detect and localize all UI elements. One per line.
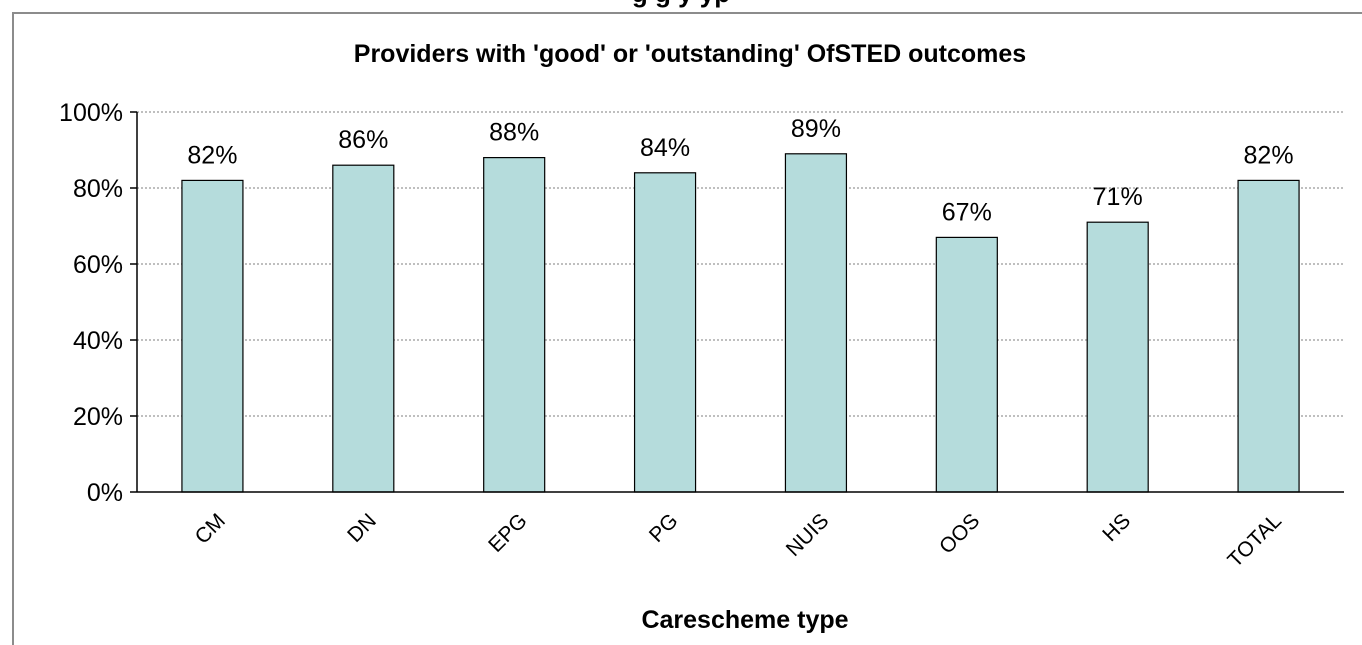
x-axis-title: Carescheme type xyxy=(641,606,848,634)
data-label-cm: 82% xyxy=(187,141,237,169)
y-tick-label: 0% xyxy=(87,479,123,507)
bar-oos xyxy=(935,236,998,493)
x-tick-label-cm: CM xyxy=(191,509,230,548)
x-tick-label-nuis: NUIS xyxy=(782,509,834,561)
bar-pg xyxy=(633,172,697,493)
x-tick-label-total: TOTAL xyxy=(1223,509,1286,572)
y-tick-label: 100% xyxy=(59,99,123,127)
x-tick-label-epg: EPG xyxy=(484,509,532,557)
y-tick-label: 60% xyxy=(73,251,123,279)
bar-epg xyxy=(483,157,546,493)
data-label-dn: 86% xyxy=(338,126,388,154)
y-tick-label: 40% xyxy=(73,327,123,355)
bar-hs xyxy=(1086,221,1149,493)
data-labels: 82% 86% 88% 84% 89% 67% 71% 82% xyxy=(187,115,1293,227)
data-label-total: 82% xyxy=(1244,141,1294,169)
data-label-pg: 84% xyxy=(640,134,690,162)
data-label-hs: 71% xyxy=(1093,183,1143,211)
y-axis-ticks: 0% 20% 40% 60% 80% 100% xyxy=(59,99,137,507)
bar-cm xyxy=(181,179,244,493)
page-heading: g g y yp xyxy=(0,0,1362,9)
data-label-epg: 88% xyxy=(489,119,539,147)
bar-dn xyxy=(332,164,395,493)
bars xyxy=(181,153,1300,493)
y-tick-label: 80% xyxy=(73,175,123,203)
y-tick-label: 20% xyxy=(73,403,123,431)
data-label-nuis: 89% xyxy=(791,115,841,143)
gridlines xyxy=(137,111,1344,417)
x-tick-label-oos: OOS xyxy=(935,509,984,558)
bar-nuis xyxy=(784,153,848,493)
chart-title: Providers with 'good' or 'outstanding' O… xyxy=(354,40,1026,68)
x-tick-label-pg: PG xyxy=(645,509,683,547)
x-tick-label-dn: DN xyxy=(343,509,381,547)
bar-total xyxy=(1237,179,1300,493)
x-axis-ticks: CM DN EPG PG NUIS OOS HS TOTAL xyxy=(191,509,1286,572)
data-label-oos: 67% xyxy=(942,198,992,226)
x-tick-label-hs: HS xyxy=(1098,509,1135,546)
